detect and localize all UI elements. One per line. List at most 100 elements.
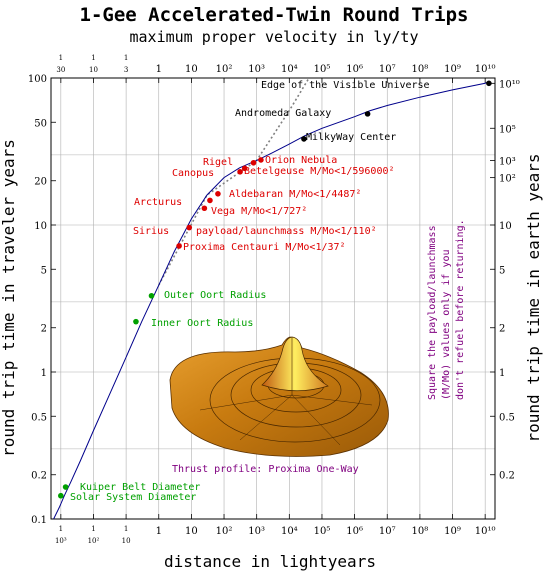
label-proxima: Proxima Centauri M/Mo<1/37² <box>183 242 346 253</box>
point-andromeda-galaxy <box>364 111 371 117</box>
point-rigel <box>250 159 257 166</box>
point-betelgeuse <box>241 165 248 172</box>
thrust-profile-illustration <box>169 336 389 457</box>
top-tick-label: 10² <box>216 64 233 75</box>
top-tick-label: 10³ <box>248 64 265 75</box>
label-outer-oort: Outer Oort Radius <box>164 290 266 301</box>
point-arcturus <box>207 197 213 204</box>
label-edge-universe: Edge of the Visible Universe <box>261 80 430 91</box>
right-tick-label: 1 <box>499 368 505 379</box>
point-labels: Solar System Diameter Kuiper Belt Diamet… <box>70 80 430 503</box>
y-tick-label: 2 <box>41 324 47 335</box>
point-kuiper-belt-diameter <box>62 484 69 490</box>
right-tick-label: 0.5 <box>499 412 515 423</box>
x-tick-label: 10⁴ <box>281 526 298 537</box>
data-points <box>58 80 492 499</box>
y-tick-label: 0.2 <box>31 471 47 482</box>
right-tick-label: 5 <box>499 265 505 276</box>
top-tick-label-den: 3 <box>124 66 128 74</box>
right-tick-label: 0.2 <box>499 471 515 482</box>
label-solar-system: Solar System Diameter <box>70 492 196 503</box>
label-andromeda: Andromeda Galaxy <box>235 108 331 119</box>
label-milkyway: MilkyWay Center <box>306 132 396 143</box>
side-note-line-2: (M/Mo) values only if you <box>441 249 452 400</box>
label-orion: Orion Nebula <box>265 155 337 166</box>
y-tick-label: 10 <box>34 221 47 232</box>
grid <box>51 78 495 519</box>
x-tick-label: 10⁵ <box>314 526 331 537</box>
x-tick-label: 10² <box>216 526 233 537</box>
top-tick-label-den: 30 <box>56 66 65 74</box>
x-tick-label: 10 <box>185 526 198 537</box>
side-note-line-3: don't refuel before returning. <box>455 219 466 400</box>
right-tick-label: 10¹⁰ <box>499 79 520 90</box>
label-thrust-profile: Thrust profile: Proxima One-Way <box>172 464 359 475</box>
top-tick-label: 10⁶ <box>346 64 363 75</box>
top-tick-label-den: 10 <box>89 66 98 74</box>
point-solar-system-diameter <box>58 492 64 499</box>
x-tick-label-den: 10 <box>122 537 131 545</box>
label-kuiper-belt: Kuiper Belt Diameter <box>80 482 200 493</box>
point-aldebaran <box>215 191 221 197</box>
x-tick-label: 10⁸ <box>412 526 429 537</box>
top-tick-label: 10¹⁰ <box>475 64 496 75</box>
top-tick-label: 10⁸ <box>412 64 429 75</box>
y-tick-label: 100 <box>28 74 47 85</box>
point-proxima-centauri <box>176 243 182 249</box>
y-axis-label-left: round trip time in traveler years <box>0 139 18 457</box>
label-vega: Vega M/Mo<1/727² <box>211 206 307 217</box>
label-betelgeuse: Betelgeuse M/Mo<1/596000² <box>244 166 395 177</box>
top-tick-label: 10⁴ <box>281 64 298 75</box>
x-tick-label: 10⁷ <box>379 526 396 537</box>
y-tick-label: 20 <box>34 177 47 188</box>
right-tick-label: 10⁵ <box>499 124 516 135</box>
label-rigel: Rigel <box>203 157 233 168</box>
y-tick-label: 1 <box>41 368 47 379</box>
x-tick-label-den: 10³ <box>55 537 67 545</box>
top-tick-label-num: 1 <box>124 54 128 62</box>
point-vega <box>201 205 208 212</box>
right-tick-label: 2 <box>499 324 505 335</box>
x-axis-label: distance in lightyears <box>164 552 376 571</box>
label-sirius: Sirius <box>133 226 169 237</box>
right-tick-label: 10² <box>499 174 516 185</box>
side-note-line-1: Square the payload/launchmass <box>427 225 438 400</box>
y-tick-label: 0.5 <box>31 412 47 423</box>
y-tick-label: 0.1 <box>31 515 47 526</box>
plot-frame <box>50 77 496 520</box>
label-arcturus: Arcturus <box>134 197 182 208</box>
x-tick-label-den: 10² <box>88 537 100 545</box>
right-tick-label: 10³ <box>499 156 516 167</box>
chart-subtitle: maximum proper velocity in ly/ty <box>130 28 419 46</box>
label-inner-oort: Inner Oort Radius <box>151 318 253 329</box>
label-canopus: Canopus <box>172 168 214 179</box>
y-tick-label: 5 <box>41 265 47 276</box>
top-tick-label: 1 <box>156 64 162 75</box>
chart-title: 1-Gee Accelerated-Twin Round Trips <box>80 4 469 26</box>
x-tick-label: 10³ <box>248 526 265 537</box>
x-tick-label-num: 1 <box>59 525 63 533</box>
point-milkyway-center <box>301 136 307 142</box>
point-canopus <box>237 169 243 175</box>
top-tick-label: 10⁵ <box>314 64 331 75</box>
x-tick-label-num: 1 <box>91 525 95 533</box>
label-payload: payload/launchmass M/Mo<1/110² <box>196 226 377 237</box>
y-ticks: 0.1 0.2 0.5 1 2 5 10 20 50 100 0.2 0.5 1 2 5 10 10² 10³ 10… <box>28 74 520 526</box>
top-tick-label: 10⁷ <box>379 64 396 75</box>
side-note: Square the payload/launchmass (M/Mo) val… <box>427 219 466 400</box>
point-inner-oort-radius <box>133 318 139 325</box>
x-tick-label: 1 <box>156 526 162 537</box>
top-tick-label-num: 1 <box>91 54 95 62</box>
point-sirius <box>186 224 193 231</box>
right-tick-label: 10 <box>499 221 512 232</box>
label-aldebaran: Aldebaran M/Mo<1/4487² <box>229 189 361 200</box>
x-tick-label: 10¹⁰ <box>475 526 496 537</box>
top-tick-label-num: 1 <box>59 54 63 62</box>
top-tick-label: 10 <box>185 64 198 75</box>
top-tick-label: 10⁹ <box>444 64 461 75</box>
y-tick-label: 50 <box>34 118 47 129</box>
x-tick-label: 10⁶ <box>346 526 363 537</box>
x-tick-label-num: 1 <box>124 525 128 533</box>
round-trip-curve <box>53 80 490 520</box>
